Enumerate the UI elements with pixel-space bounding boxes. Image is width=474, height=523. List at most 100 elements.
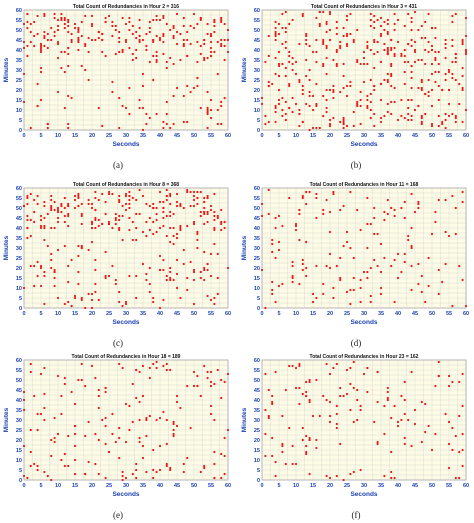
data-point [349, 366, 352, 370]
data-point [53, 436, 56, 440]
chart-panel-f: Total Count of Redundancies in Hour 23 =… [238, 352, 474, 502]
data-point [352, 276, 355, 280]
data-point [138, 18, 141, 22]
data-point [162, 126, 165, 130]
data-point [318, 10, 321, 14]
data-point [209, 370, 213, 374]
data-point [403, 70, 406, 74]
data-point [128, 216, 131, 220]
data-point [451, 426, 454, 430]
data-point [461, 42, 464, 46]
data-point [284, 66, 287, 70]
data-point [308, 472, 311, 476]
data-point [209, 204, 213, 208]
data-point [90, 202, 94, 206]
data-point [451, 76, 454, 80]
data-point [461, 464, 464, 468]
data-point [403, 442, 406, 446]
data-point [135, 212, 138, 216]
data-point [63, 206, 66, 210]
data-point [369, 78, 372, 82]
data-point [60, 458, 63, 462]
chart-panel-c: Total Count of Redundancies in Hour 8 = … [0, 180, 236, 330]
data-point [124, 302, 128, 306]
data-point [73, 26, 77, 30]
data-point [458, 264, 461, 268]
data-point [165, 60, 168, 64]
data-point [403, 60, 406, 64]
data-point [107, 274, 111, 278]
data-point [206, 90, 209, 94]
data-point [373, 88, 376, 92]
data-point [294, 228, 298, 232]
data-point [437, 198, 440, 202]
data-point [281, 42, 284, 46]
data-point [111, 432, 114, 436]
y-tick-label: 30 [16, 68, 22, 74]
data-point [403, 24, 406, 28]
x-tick-label: 35 [378, 133, 384, 139]
data-point [135, 238, 138, 242]
data-point [400, 114, 403, 118]
data-point [451, 60, 454, 64]
data-point [291, 364, 294, 368]
data-point [172, 36, 175, 40]
data-point [196, 60, 199, 64]
data-point [373, 112, 376, 116]
data-point [386, 46, 389, 50]
data-point [376, 440, 379, 444]
x-tick-label: 5 [277, 311, 280, 317]
data-point [301, 426, 304, 430]
data-point [50, 266, 53, 270]
y-tick-label: 0 [19, 478, 22, 484]
y-tick-label: 60 [16, 358, 22, 364]
data-point [104, 54, 107, 58]
data-point [56, 248, 60, 252]
y-tick-label: 55 [16, 18, 22, 24]
data-point [158, 190, 162, 194]
data-point [138, 34, 141, 38]
data-point [301, 88, 304, 92]
data-point [325, 30, 328, 34]
data-point [322, 38, 325, 42]
data-point [349, 302, 352, 306]
data-point [189, 90, 192, 94]
data-point [390, 46, 393, 50]
data-point [169, 214, 172, 218]
data-point [223, 380, 226, 384]
y-tick-label: 15 [254, 448, 260, 454]
data-point [73, 294, 77, 298]
data-point [386, 22, 389, 26]
data-point [315, 104, 318, 108]
x-axis-label: Seconds [350, 319, 377, 326]
data-point [413, 40, 417, 44]
data-point [22, 40, 26, 44]
data-point [29, 30, 32, 34]
data-point [158, 18, 162, 22]
y-tick-label: 50 [254, 378, 260, 384]
data-point [420, 274, 423, 278]
data-point [67, 64, 70, 68]
data-point [444, 56, 447, 60]
data-point [369, 100, 372, 104]
data-point [162, 206, 165, 210]
data-point [145, 44, 148, 48]
data-point [29, 192, 32, 196]
x-tick-label: 55 [446, 133, 452, 139]
data-point [165, 362, 168, 366]
data-point [94, 196, 97, 200]
data-point [390, 64, 393, 68]
data-point [162, 14, 165, 18]
data-point [373, 52, 376, 56]
data-point [84, 434, 87, 438]
y-tick-label: 55 [16, 368, 22, 374]
data-point [345, 42, 349, 46]
data-point [461, 88, 464, 92]
data-point [50, 478, 53, 482]
data-point [192, 270, 196, 274]
data-point [26, 12, 29, 16]
data-point [50, 454, 53, 458]
data-point [461, 448, 464, 452]
data-point [288, 22, 291, 26]
data-point [386, 198, 389, 202]
